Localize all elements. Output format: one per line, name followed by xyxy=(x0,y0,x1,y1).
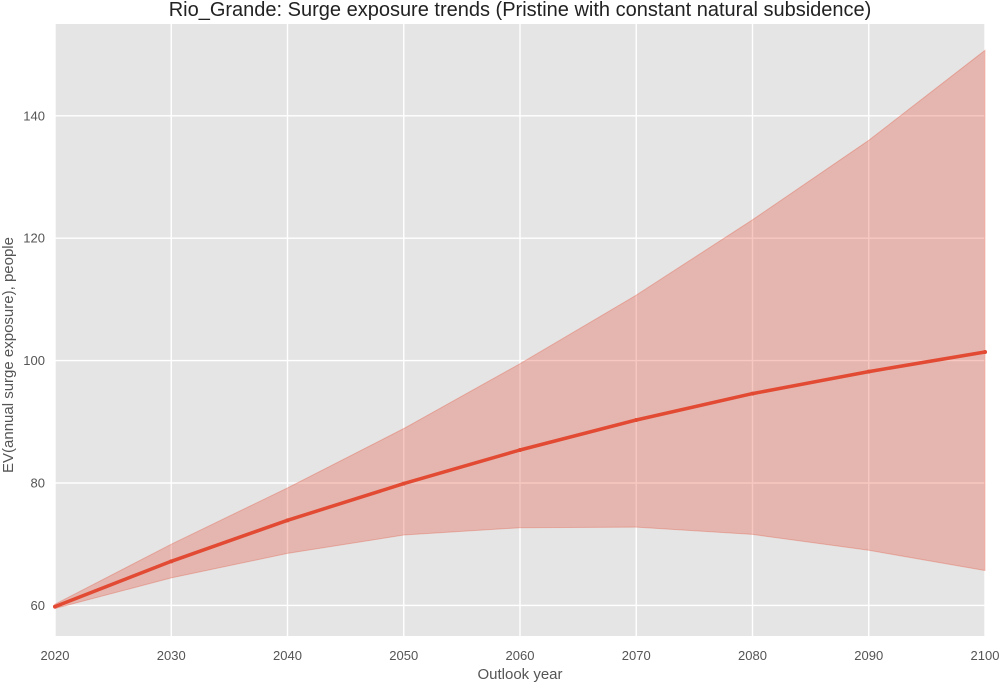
y-axis-label: EV(annual surge exposure), people xyxy=(0,237,17,473)
x-tick-label: 2090 xyxy=(854,648,883,663)
x-tick-label: 2070 xyxy=(622,648,651,663)
x-axis-label: Outlook year xyxy=(477,666,562,683)
y-tick-label: 60 xyxy=(31,598,45,613)
data-point xyxy=(518,447,522,452)
x-tick-label: 2030 xyxy=(157,648,186,663)
x-tick-label: 2060 xyxy=(506,648,535,663)
chart-title: Rio_Grande: Surge exposure trends (Prist… xyxy=(169,0,872,21)
confidence-band xyxy=(54,49,986,610)
data-point xyxy=(983,350,987,355)
x-tick-label: 2100 xyxy=(971,648,1000,663)
plot-area: 2020 2030 2040 2050 2060 2070 2080 2090 2100 60 80… xyxy=(23,24,999,663)
x-tick-label: 2020 xyxy=(41,648,70,663)
y-tick-label: 80 xyxy=(31,476,45,491)
x-tick-label: 2080 xyxy=(738,648,767,663)
y-tick-label: 140 xyxy=(23,108,45,123)
x-tick-label: 2050 xyxy=(389,648,418,663)
data-point xyxy=(750,391,755,396)
data-point xyxy=(169,559,174,564)
data-point xyxy=(53,604,57,609)
data-point xyxy=(866,369,871,374)
x-tick-label: 2040 xyxy=(273,648,302,663)
data-point xyxy=(401,481,406,486)
data-point xyxy=(634,417,639,422)
data-point xyxy=(285,518,290,523)
y-tick-label: 100 xyxy=(23,353,45,368)
y-tick-label: 120 xyxy=(23,231,45,246)
